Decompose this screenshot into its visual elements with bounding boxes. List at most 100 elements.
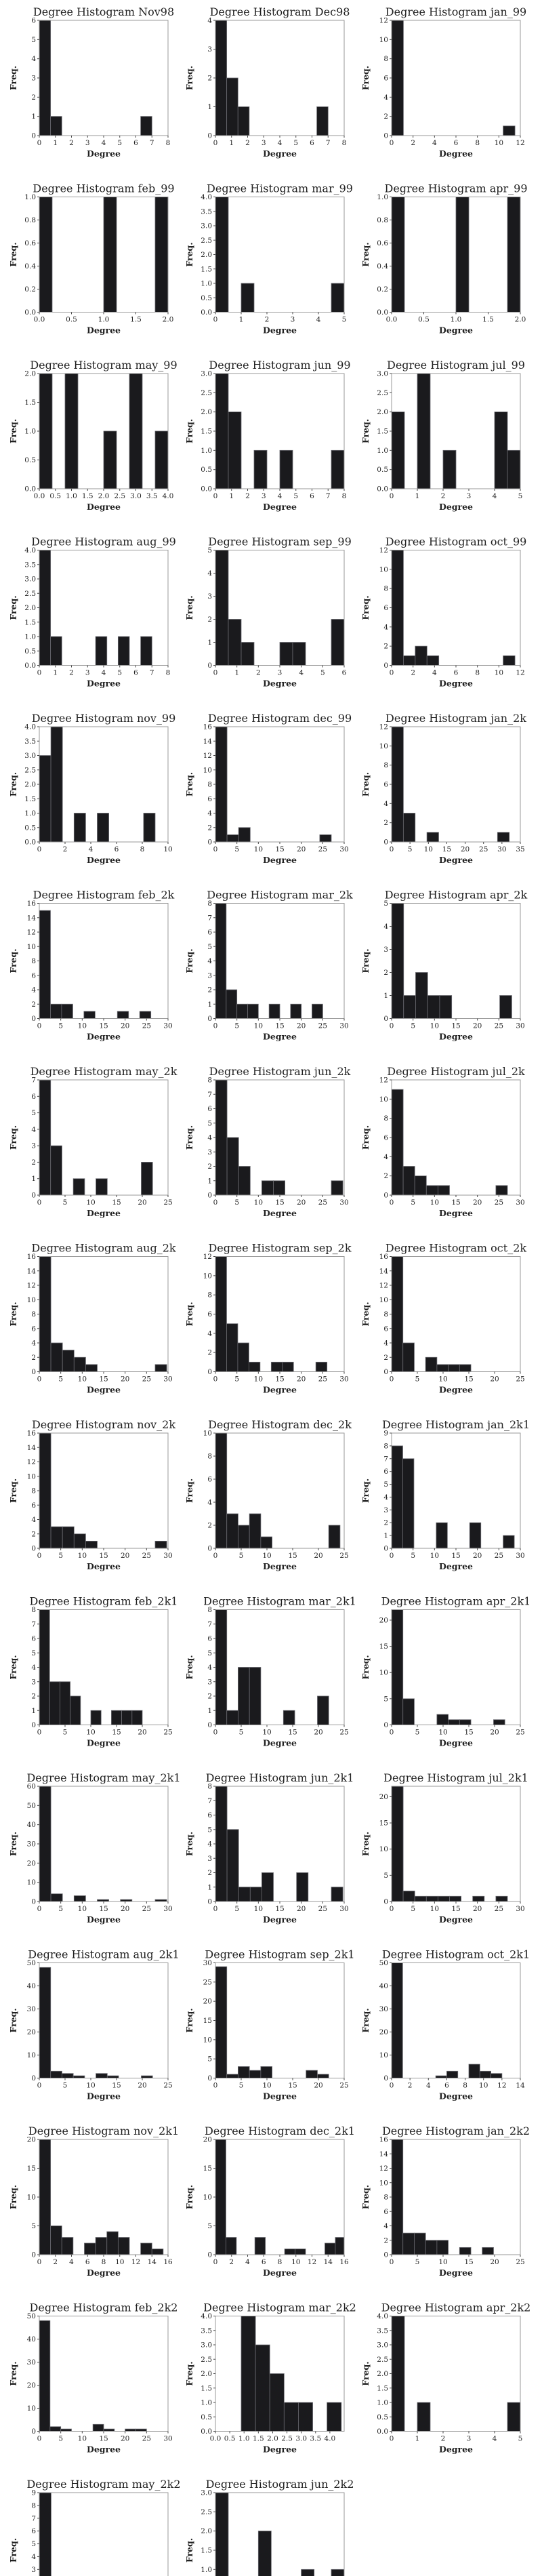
x-tick-label: 8 <box>342 139 347 147</box>
x-tick-label: 10 <box>78 2435 87 2443</box>
x-tick-label: 7 <box>150 139 154 147</box>
y-tick-label: 0.0 <box>201 308 212 317</box>
y-tick-label: 6 <box>31 1502 36 1510</box>
x-tick-label: 8 <box>102 2258 106 2266</box>
histogram-bar <box>295 2249 306 2255</box>
x-tick-label: 5 <box>117 669 122 677</box>
y-axis-label: Freq. <box>184 2185 194 2209</box>
x-tick-label: 30 <box>163 1552 172 1560</box>
histogram-bar <box>459 2247 472 2255</box>
x-tick-label: 0 <box>213 2258 218 2266</box>
chart-title: Degree Histogram sep_2k1 <box>205 1948 354 1961</box>
y-tick-label: 10 <box>27 1296 36 1304</box>
chart-title: Degree Histogram apr_2k <box>385 889 528 902</box>
x-tick-label: 3 <box>278 669 283 677</box>
histogram-panel: Degree Histogram oct_2k1 0 2 4 6 8 10 12 14 0 10 20… <box>360 1948 530 2101</box>
plot-frame <box>215 2492 345 2576</box>
x-tick-label: 0 <box>213 1375 218 1384</box>
histogram-bar <box>50 1893 63 1902</box>
histogram-bar <box>110 1710 122 1725</box>
y-tick-label: 8 <box>31 2501 36 2510</box>
x-tick-label: 8 <box>475 139 480 147</box>
histogram-bar <box>448 1719 460 1725</box>
histogram-bar <box>96 2073 108 2078</box>
x-tick-label: 25 <box>142 1375 151 1384</box>
x-tick-label: 5 <box>234 1022 239 1030</box>
x-tick-label: 4 <box>432 139 437 147</box>
histogram-bar <box>39 1609 50 1725</box>
y-tick-label: 1.5 <box>201 265 212 273</box>
y-tick-label: 6 <box>207 795 212 803</box>
x-tick-label: 2 <box>245 492 250 500</box>
y-tick-label: 0 <box>207 132 212 140</box>
y-tick-label: 12 <box>379 546 388 555</box>
x-tick-label: 1 <box>53 139 58 147</box>
histogram-bar <box>95 2237 108 2255</box>
y-tick-label: 1.0 <box>377 193 388 201</box>
y-tick-label: 0.0 <box>201 485 212 494</box>
y-tick-label: 1.0 <box>24 193 36 201</box>
histogram-bar <box>503 125 516 136</box>
histogram-bar <box>493 1719 505 1725</box>
y-axis-label: Freq. <box>8 1478 18 1503</box>
histogram-bar <box>298 2402 313 2432</box>
histogram-bar <box>317 1695 329 1725</box>
x-tick-label: 30 <box>516 1905 524 1913</box>
x-tick-label: 10 <box>430 1022 439 1030</box>
x-tick-label: 0 <box>390 492 394 500</box>
x-tick-label: 1.0 <box>451 316 462 324</box>
y-tick-label: 0.5 <box>377 466 388 474</box>
histogram-bar <box>154 1540 167 1549</box>
x-tick-label: 0 <box>390 139 394 147</box>
y-tick-label: 0.0 <box>201 2428 212 2436</box>
x-tick-label: 25 <box>495 1022 503 1030</box>
histogram-panel: Degree Histogram feb_99 0.0 0.5 1.0 1.5 2.0 0.… <box>8 182 175 336</box>
histogram-bar <box>60 1681 71 1725</box>
chart-title: Degree Histogram nov_2k <box>32 1418 175 1431</box>
histogram-bar <box>249 1513 262 1549</box>
y-tick-label: 15 <box>379 1643 388 1651</box>
y-tick-label: 12 <box>27 929 36 937</box>
y-tick-label: 0.0 <box>24 839 36 847</box>
y-tick-label: 1 <box>31 1175 36 1183</box>
x-tick-label: 0.0 <box>386 316 398 324</box>
y-tick-label: 6 <box>31 1325 36 1333</box>
histogram-bar <box>226 2074 238 2078</box>
x-tick-label: 0.0 <box>34 316 45 324</box>
histogram-bar <box>391 2139 404 2255</box>
y-tick-label: 16 <box>379 1253 389 1261</box>
histogram-bar <box>442 449 457 489</box>
y-axis-label: Freq. <box>184 2538 194 2562</box>
x-tick-label: 0 <box>390 1729 394 1737</box>
x-tick-label: 15 <box>451 1199 460 1207</box>
chart-title: Degree Histogram may_2k <box>30 1065 178 1078</box>
y-axis-label: Freq. <box>8 1302 18 1326</box>
x-tick-label: 15 <box>99 1375 108 1384</box>
x-tick-label: 25 <box>495 1905 503 1913</box>
x-tick-label: 0 <box>390 845 394 853</box>
y-tick-label: 20 <box>203 1998 212 2006</box>
chart-title: Degree Histogram may_99 <box>30 359 177 371</box>
histogram-bar <box>117 636 130 666</box>
chart-title: Degree Histogram mar_2k1 <box>203 1595 356 1608</box>
x-tick-label: 4 <box>493 492 497 500</box>
y-tick-label: 3.0 <box>201 2489 212 2497</box>
x-tick-label: 20 <box>121 2435 129 2443</box>
y-tick-label: 1.5 <box>201 2384 212 2392</box>
y-tick-label: 1.5 <box>377 2384 388 2392</box>
plot-frame <box>39 903 169 1019</box>
plot-frame <box>391 1609 521 1725</box>
plot-frame <box>391 20 521 136</box>
y-tick-label: 5 <box>383 1481 388 1489</box>
histogram-bar <box>141 2075 153 2078</box>
histogram-bar <box>254 2237 266 2255</box>
y-tick-label: 5 <box>383 900 388 908</box>
x-tick-label: 10 <box>438 1729 447 1737</box>
x-tick-label: 20 <box>490 1729 499 1737</box>
y-axis-label: Freq. <box>360 1125 371 1150</box>
y-tick-label: 3.5 <box>377 2327 388 2335</box>
x-tick-label: 3.0 <box>295 2435 307 2443</box>
histogram-bar <box>62 2073 74 2078</box>
x-tick-label: 5 <box>411 1905 415 1913</box>
